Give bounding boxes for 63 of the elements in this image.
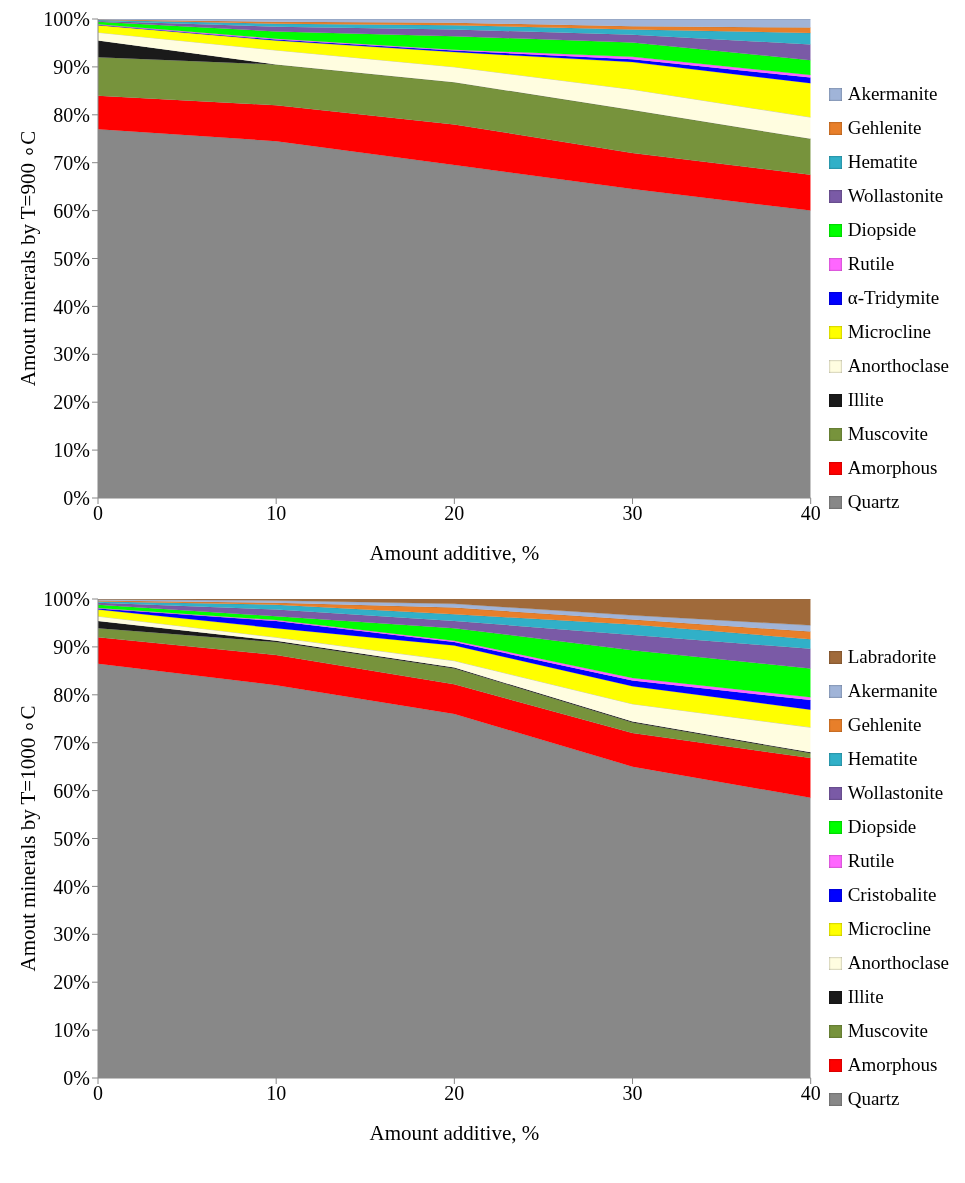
x-tick-label: 40 [800,502,821,525]
legend-label: Wollastonite [847,185,944,207]
y-tick-label: 40% [53,295,90,318]
x-tick-label: 30 [622,502,643,525]
y-tick-label: 80% [53,103,90,126]
y-tick-label: 80% [53,683,90,706]
legend-label: Hematite [847,748,918,770]
x-tick-label: 10 [266,502,287,525]
legend-label: Rutile [847,850,895,872]
legend-label: Anorthoclase [847,355,949,377]
x-tick-label: 0 [93,502,103,525]
x-tick-label: 10 [266,1082,287,1105]
legend-label: Gehlenite [847,117,922,139]
legend-label: Akermanite [847,680,938,702]
y-tick-label: 10% [53,439,90,462]
legend-label: Hematite [847,151,918,173]
y-axis-title: Amout minerals by T=900 ∘C [16,130,41,387]
legend-label: Diopside [847,816,917,838]
legend-label: Illite [847,389,884,411]
y-tick-label: 70% [53,151,90,174]
legend-label: Anorthoclase [847,952,949,974]
y-tick-label: 10% [53,1019,90,1042]
legend-label: Muscovite [847,423,928,445]
y-tick-label: 0% [63,487,90,510]
x-axis-title: Amount additive, % [369,1121,540,1145]
legend-label: Gehlenite [847,714,922,736]
y-tick-label: 50% [53,247,90,270]
y-tick-label: 100% [43,8,90,31]
y-tick-label: 20% [53,391,90,414]
y-tick-label: 50% [53,827,90,850]
legend-label: Cristobalite [847,884,937,906]
legend-label: Illite [847,986,884,1008]
y-tick-label: 20% [53,971,90,994]
y-tick-label: 60% [53,199,90,222]
legend-label: Microcline [847,918,932,940]
x-tick-label: 30 [622,1082,643,1105]
x-tick-label: 0 [93,1082,103,1105]
y-tick-label: 0% [63,1067,90,1090]
y-tick-label: 100% [43,588,90,611]
x-tick-label: 20 [444,1082,465,1105]
legend-label: Quartz [847,1088,900,1110]
legend-label: Wollastonite [847,782,944,804]
y-tick-label: 70% [53,731,90,754]
legend-label: Rutile [847,253,895,275]
legend-label: Microcline [847,321,932,343]
x-tick-label: 20 [444,502,465,525]
y-tick-label: 60% [53,779,90,802]
legend-label: Muscovite [847,1020,928,1042]
x-axis-title: Amount additive, % [369,541,540,565]
y-tick-label: 40% [53,875,90,898]
legend-label: α-Tridymite [847,287,940,309]
legend-label: Labradorite [847,646,937,668]
legend-label: Quartz [847,491,900,513]
y-tick-label: 30% [53,923,90,946]
y-tick-label: 90% [53,636,90,658]
legend-label: Diopside [847,219,917,241]
y-tick-label: 30% [53,343,90,366]
y-tick-label: 90% [53,56,90,78]
x-tick-label: 40 [800,1082,821,1105]
y-axis-title: Amout minerals by T=1000 ∘C [16,705,41,972]
legend-label: Akermanite [847,83,938,105]
legend-label: Amorphous [847,1054,938,1076]
legend-label: Amorphous [847,457,938,479]
